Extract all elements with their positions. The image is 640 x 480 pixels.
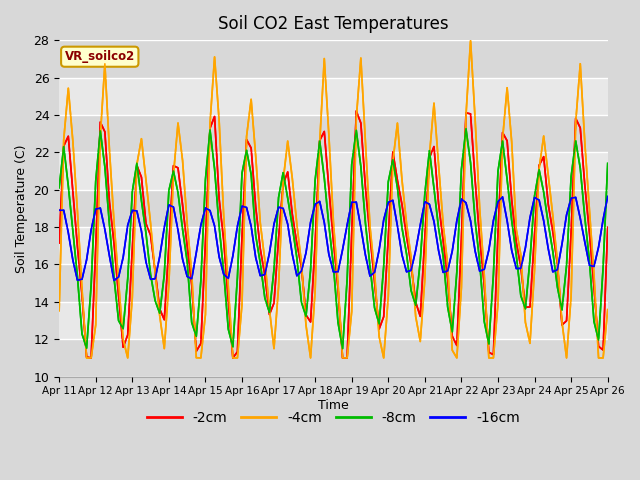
Line: -4cm: -4cm (59, 40, 608, 358)
-16cm (115, 274, 122, 280)
-16cm (188, 276, 196, 282)
-16cm (55, 207, 63, 213)
X-axis label: Time: Time (318, 399, 349, 412)
Title: Soil CO2 East Temperatures: Soil CO2 East Temperatures (218, 15, 449, 33)
-4cm (577, 61, 584, 67)
Bar (59, 227, 608, 264)
-16cm (110, 277, 118, 283)
-2cm (435, 201, 442, 206)
Bar (59, 339, 608, 377)
-2cm (55, 240, 63, 246)
Line: -2cm: -2cm (59, 111, 608, 358)
-4cm (467, 37, 474, 43)
-2cm (604, 225, 612, 230)
Text: VR_soilco2: VR_soilco2 (65, 50, 135, 63)
-4cm (430, 100, 438, 106)
-16cm (604, 193, 612, 199)
-16cm (430, 218, 438, 224)
-8cm (183, 259, 191, 264)
-8cm (55, 185, 63, 191)
-8cm (430, 185, 438, 191)
-4cm (293, 221, 301, 227)
-8cm (577, 165, 584, 171)
Bar (59, 40, 608, 77)
Line: -16cm: -16cm (59, 196, 608, 280)
Bar (59, 152, 608, 190)
-2cm (115, 293, 122, 299)
-8cm (403, 251, 410, 257)
-8cm (339, 346, 346, 351)
Legend: -2cm, -4cm, -8cm, -16cm: -2cm, -4cm, -8cm, -16cm (141, 405, 525, 430)
-2cm (188, 282, 196, 288)
-4cm (403, 221, 410, 227)
-8cm (462, 126, 470, 132)
-16cm (572, 194, 580, 200)
Line: -8cm: -8cm (59, 129, 608, 348)
-8cm (289, 223, 296, 229)
Bar (59, 190, 608, 227)
-16cm (403, 269, 410, 275)
Bar (59, 302, 608, 339)
-4cm (55, 308, 63, 313)
Bar (59, 264, 608, 302)
Bar (59, 115, 608, 152)
-4cm (83, 355, 90, 361)
-2cm (353, 108, 360, 114)
-4cm (604, 307, 612, 312)
-16cm (293, 273, 301, 279)
-2cm (87, 355, 95, 361)
-8cm (604, 160, 612, 166)
-4cm (188, 270, 196, 276)
-4cm (115, 279, 122, 285)
-2cm (407, 262, 415, 268)
-2cm (293, 240, 301, 246)
-2cm (577, 125, 584, 131)
Bar (59, 77, 608, 115)
-8cm (110, 275, 118, 281)
Y-axis label: Soil Temperature (C): Soil Temperature (C) (15, 144, 28, 273)
